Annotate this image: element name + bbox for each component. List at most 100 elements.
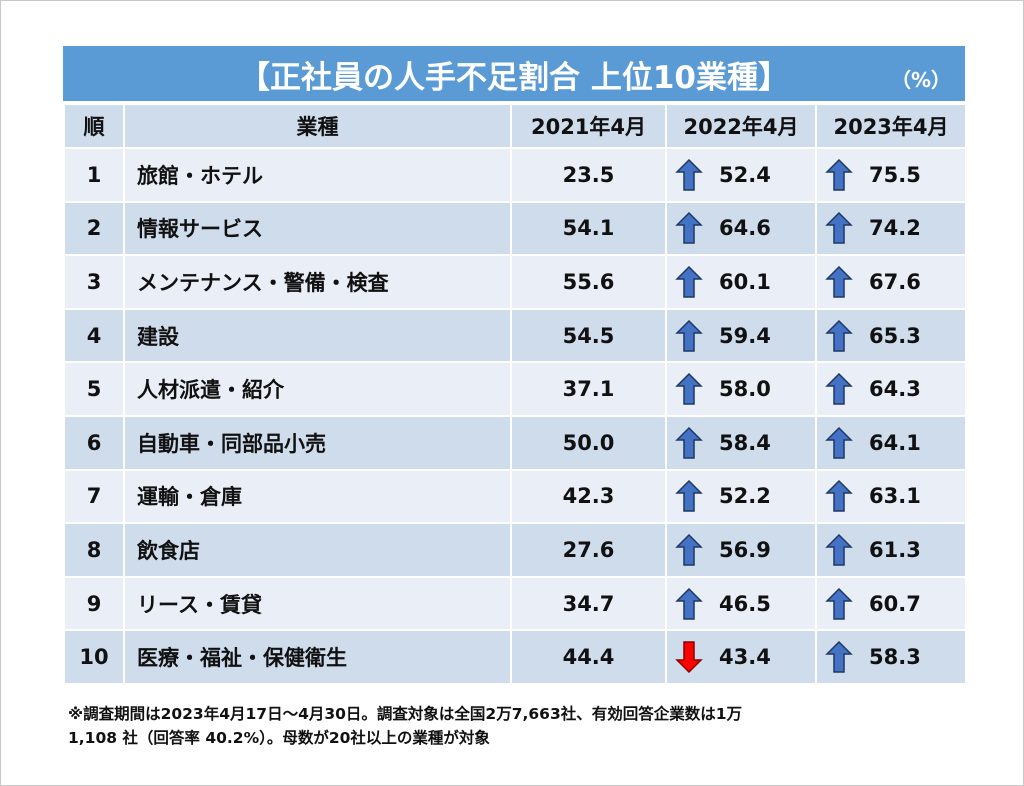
value-2023: 65.3 (869, 323, 921, 348)
value-2021-cell: 54.5 (510, 307, 667, 364)
value-2021-cell: 34.7 (510, 575, 667, 632)
industry-cell: 建設 (123, 307, 512, 364)
rank-cell: 4 (63, 307, 125, 364)
value-2023-cell: 67.6 (815, 254, 967, 310)
value-2023-cell: 74.2 (815, 200, 967, 257)
value-2021-cell: 44.4 (510, 629, 667, 685)
value-2023: 60.7 (869, 591, 921, 616)
header-2022: 2022年4月 (665, 103, 817, 149)
table-row: 7 運輸・倉庫 42.3 52.2 63.1 (63, 468, 967, 525)
value-2022: 56.9 (719, 537, 771, 562)
table-row: 9 リース・賃貸 34.7 46.5 60.7 (63, 575, 967, 632)
table-row: 10 医療・福祉・保健衛生 44.4 43.4 58.3 (63, 629, 967, 685)
value-2022-cell: 60.1 (665, 254, 817, 310)
value-2023: 67.6 (869, 269, 921, 294)
rank-cell: 6 (63, 414, 125, 471)
shortage-table: 順 業種 2021年4月 2022年4月 2023年4月 1 旅館・ホテル 23.5… (63, 103, 967, 685)
rank-cell: 2 (63, 200, 125, 257)
value-2021-cell: 27.6 (510, 522, 667, 578)
value-2023-cell: 63.1 (815, 468, 967, 525)
table-row: 3 メンテナンス・警備・検査 55.6 60.1 67.6 (63, 254, 967, 310)
value-2023: 64.1 (869, 430, 921, 455)
value-2023-cell: 61.3 (815, 522, 967, 578)
value-2023: 61.3 (869, 537, 921, 562)
value-2022-cell: 43.4 (665, 629, 817, 685)
up-arrow-icon (675, 587, 703, 620)
value-2022: 52.2 (719, 484, 771, 509)
value-2023-cell: 64.3 (815, 361, 967, 417)
footnote-line-2: 1,108 社（回答率 40.2%）。母数が20社以上の業種が対象 (68, 729, 490, 747)
rank-cell: 8 (63, 522, 125, 578)
header-industry: 業種 (123, 103, 512, 149)
footnote: ※調査期間は2023年4月17日～4月30日。調査対象は全国2万7,663社、有… (68, 702, 968, 750)
up-arrow-icon (675, 212, 703, 245)
up-arrow-icon (825, 319, 853, 352)
up-arrow-icon (675, 480, 703, 513)
rank-cell: 9 (63, 575, 125, 632)
up-arrow-icon (675, 158, 703, 191)
value-2023: 63.1 (869, 484, 921, 509)
table-title: 【正社員の人手不足割合 上位10業種】 (239, 60, 789, 96)
value-2023: 58.3 (869, 645, 921, 670)
value-2022-cell: 52.4 (665, 147, 817, 203)
value-2022-cell: 46.5 (665, 575, 817, 632)
up-arrow-icon (675, 426, 703, 459)
industry-cell: 医療・福祉・保健衛生 (123, 629, 512, 685)
footnote-line-1: ※調査期間は2023年4月17日～4月30日。調査対象は全国2万7,663社、有… (68, 705, 743, 723)
industry-cell: 情報サービス (123, 200, 512, 257)
value-2022: 64.6 (719, 216, 771, 241)
up-arrow-icon (675, 265, 703, 298)
value-2022-cell: 58.0 (665, 361, 817, 417)
header-2021: 2021年4月 (510, 103, 667, 149)
rank-cell: 7 (63, 468, 125, 525)
industry-cell: メンテナンス・警備・検査 (123, 254, 512, 310)
up-arrow-icon (825, 587, 853, 620)
value-2022: 43.4 (719, 645, 771, 670)
table-row: 8 飲食店 27.6 56.9 61.3 (63, 522, 967, 578)
up-arrow-icon (825, 158, 853, 191)
rank-cell: 10 (63, 629, 125, 685)
down-arrow-icon (675, 641, 703, 674)
value-2022: 46.5 (719, 591, 771, 616)
rank-cell: 5 (63, 361, 125, 417)
industry-cell: 自動車・同部品小売 (123, 414, 512, 471)
value-2021-cell: 55.6 (510, 254, 667, 310)
value-2022-cell: 59.4 (665, 307, 817, 364)
value-2023: 75.5 (869, 162, 921, 187)
value-2021-cell: 54.1 (510, 200, 667, 257)
value-2021-cell: 50.0 (510, 414, 667, 471)
value-2022: 58.0 (719, 377, 771, 402)
value-2023: 74.2 (869, 216, 921, 241)
table-row: 5 人材派遣・紹介 37.1 58.0 64.3 (63, 361, 967, 417)
value-2021-cell: 23.5 (510, 147, 667, 203)
up-arrow-icon (675, 373, 703, 405)
industry-cell: 旅館・ホテル (123, 147, 512, 203)
industry-cell: 人材派遣・紹介 (123, 361, 512, 417)
table-row: 6 自動車・同部品小売 50.0 58.4 64.1 (63, 414, 967, 471)
title-bar: 【正社員の人手不足割合 上位10業種】 （%） (63, 46, 965, 101)
value-2023-cell: 65.3 (815, 307, 967, 364)
up-arrow-icon (675, 319, 703, 352)
value-2022-cell: 56.9 (665, 522, 817, 578)
header-rank: 順 (63, 103, 125, 149)
value-2023-cell: 58.3 (815, 629, 967, 685)
rank-cell: 3 (63, 254, 125, 310)
up-arrow-icon (825, 212, 853, 245)
up-arrow-icon (825, 480, 853, 513)
value-2023-cell: 64.1 (815, 414, 967, 471)
value-2022: 52.4 (719, 162, 771, 187)
header-2023: 2023年4月 (815, 103, 967, 149)
table-row: 4 建設 54.5 59.4 65.3 (63, 307, 967, 364)
value-2023-cell: 75.5 (815, 147, 967, 203)
up-arrow-icon (825, 533, 853, 566)
rank-cell: 1 (63, 147, 125, 203)
value-2022: 58.4 (719, 430, 771, 455)
value-2022-cell: 58.4 (665, 414, 817, 471)
table-row: 2 情報サービス 54.1 64.6 74.2 (63, 200, 967, 257)
value-2021-cell: 42.3 (510, 468, 667, 525)
up-arrow-icon (825, 641, 853, 673)
up-arrow-icon (825, 426, 853, 459)
value-2023-cell: 60.7 (815, 575, 967, 632)
unit-label: （%） (890, 68, 951, 92)
value-2021-cell: 37.1 (510, 361, 667, 417)
